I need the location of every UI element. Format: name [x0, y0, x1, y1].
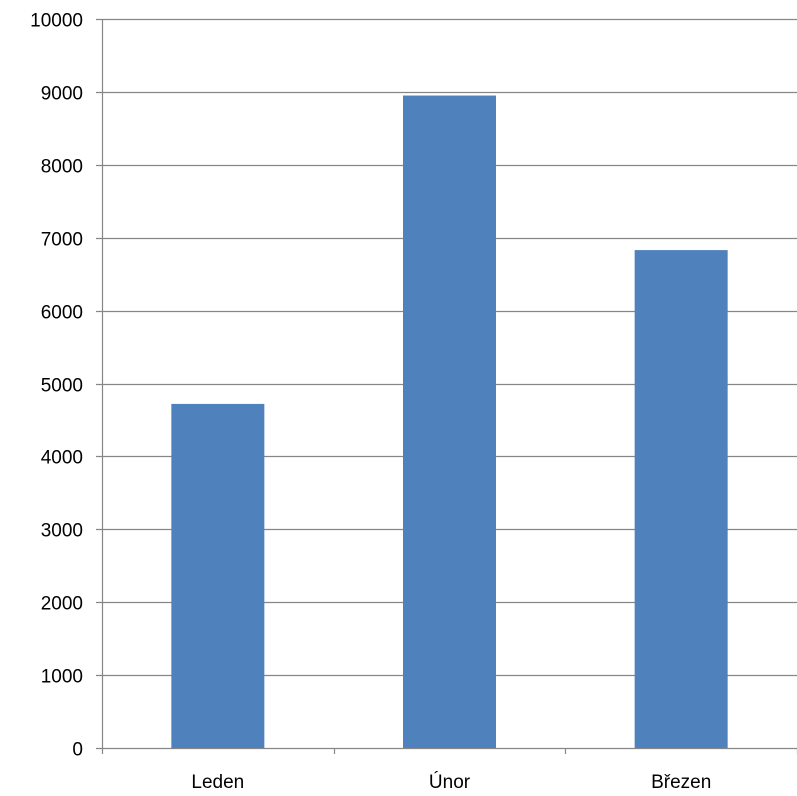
x-tick-label: Leden	[191, 772, 244, 793]
y-tick-label: 6000	[41, 303, 83, 324]
x-tick-label: Únor	[429, 771, 471, 793]
bar-březen	[634, 250, 728, 748]
y-tick-label: 3000	[41, 521, 83, 542]
y-tick-label: 7000	[41, 230, 83, 251]
y-tick-label: 4000	[41, 448, 83, 469]
bar-únor	[403, 95, 496, 749]
x-tick-label: Březen	[651, 772, 711, 793]
bar-leden	[171, 403, 265, 748]
y-tick-label: 10000	[30, 11, 83, 32]
y-tick-label: 2000	[41, 594, 83, 615]
axes	[96, 19, 797, 754]
bars	[171, 95, 728, 749]
tick-labels: 0 1000 2000 3000 4000 5000 6000 7000 8000 9000 100…	[30, 11, 711, 794]
y-tick-label: 0	[72, 740, 83, 761]
y-tick-label: 5000	[41, 376, 83, 397]
y-tick-label: 8000	[41, 157, 83, 178]
y-tick-label: 1000	[41, 667, 83, 688]
y-tick-label: 9000	[41, 84, 83, 105]
